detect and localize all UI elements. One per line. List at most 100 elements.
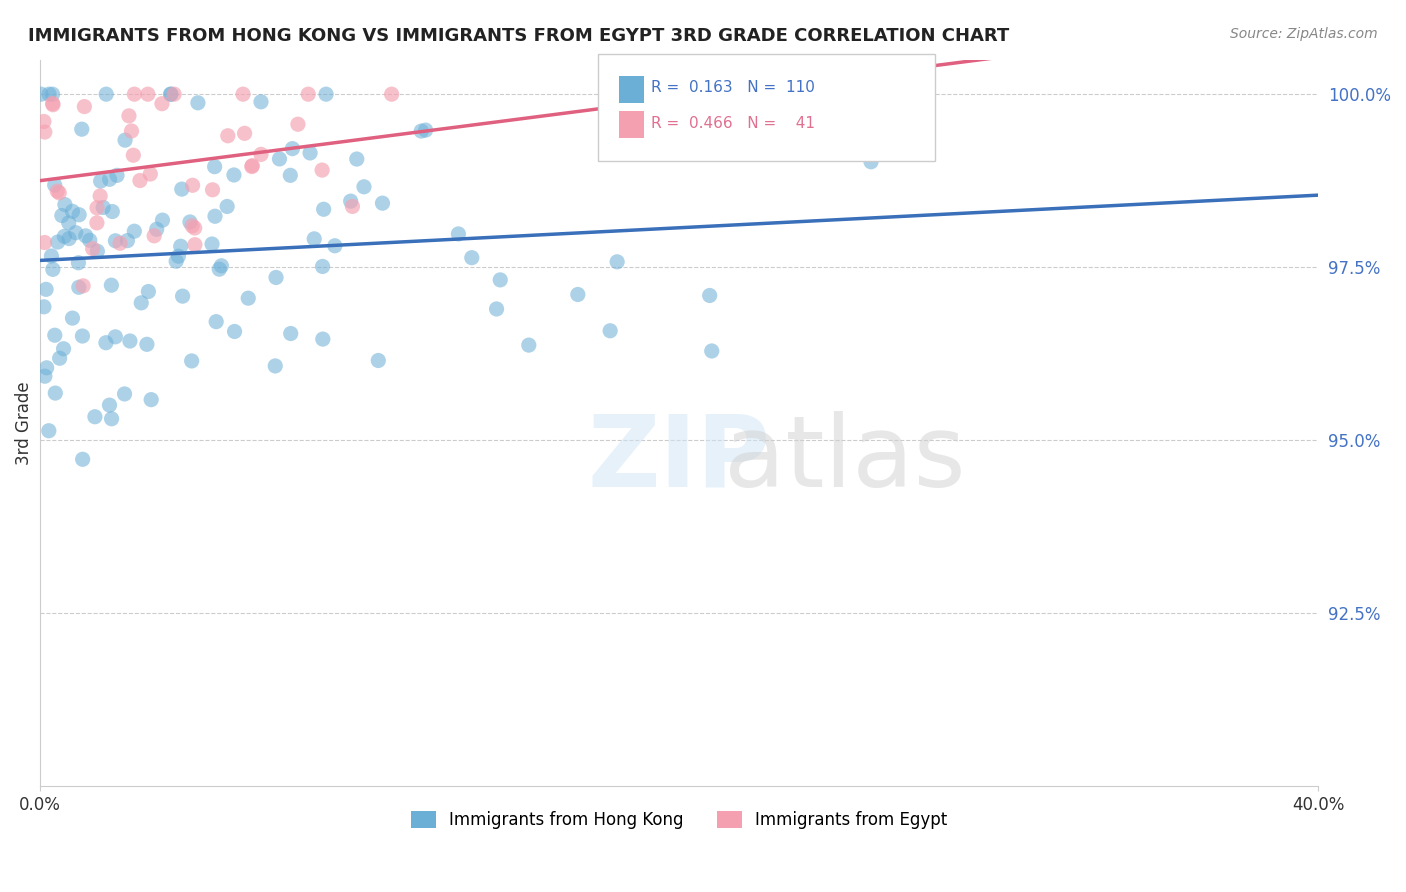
Immigrants from Egypt xyxy=(86,201,108,215)
Immigrants from Hong Kong xyxy=(323,239,346,253)
Immigrants from Hong Kong xyxy=(91,201,114,215)
Text: R =  0.466   N =    41: R = 0.466 N = 41 xyxy=(651,116,815,130)
Immigrants from Hong Kong xyxy=(98,172,121,186)
Immigrants from Hong Kong xyxy=(104,330,127,344)
Immigrants from Hong Kong xyxy=(58,231,80,245)
Immigrants from Egypt xyxy=(118,109,141,123)
Immigrants from Hong Kong xyxy=(238,291,260,305)
Immigrants from Hong Kong xyxy=(145,222,167,236)
Immigrants from Egypt xyxy=(287,117,309,131)
Immigrants from Hong Kong xyxy=(699,288,721,302)
Immigrants from Hong Kong xyxy=(44,328,66,343)
Y-axis label: 3rd Grade: 3rd Grade xyxy=(15,381,32,465)
Immigrants from Hong Kong xyxy=(204,160,226,174)
Immigrants from Hong Kong xyxy=(48,351,70,366)
Immigrants from Hong Kong xyxy=(302,232,325,246)
Immigrants from Egypt xyxy=(42,97,65,112)
Immigrants from Egypt xyxy=(150,96,173,111)
Immigrants from Hong Kong xyxy=(280,326,302,341)
Immigrants from Egypt xyxy=(381,87,404,102)
Immigrants from Hong Kong xyxy=(124,224,146,238)
Immigrants from Egypt xyxy=(297,87,319,102)
Immigrants from Hong Kong xyxy=(371,196,394,211)
Immigrants from Hong Kong xyxy=(138,285,160,299)
Immigrants from Egypt xyxy=(143,228,166,243)
Immigrants from Hong Kong xyxy=(489,273,512,287)
Immigrants from Hong Kong xyxy=(41,249,63,263)
Immigrants from Hong Kong xyxy=(52,342,75,356)
Immigrants from Hong Kong xyxy=(41,87,63,102)
Immigrants from Egypt xyxy=(163,87,186,102)
Immigrants from Hong Kong xyxy=(46,235,69,249)
Immigrants from Hong Kong xyxy=(170,182,193,196)
Immigrants from Hong Kong xyxy=(567,287,589,301)
Immigrants from Hong Kong xyxy=(367,353,389,368)
Immigrants from Hong Kong xyxy=(70,122,93,136)
Immigrants from Hong Kong xyxy=(312,332,335,346)
Immigrants from Hong Kong xyxy=(105,169,128,183)
Immigrants from Egypt xyxy=(342,199,364,213)
Immigrants from Hong Kong xyxy=(180,354,202,368)
Immigrants from Hong Kong xyxy=(53,197,76,211)
Immigrants from Hong Kong xyxy=(170,239,193,253)
Immigrants from Hong Kong xyxy=(38,424,60,438)
Immigrants from Hong Kong xyxy=(315,87,337,102)
Immigrants from Hong Kong xyxy=(172,289,194,303)
Immigrants from Hong Kong xyxy=(269,152,291,166)
Immigrants from Hong Kong xyxy=(224,325,246,339)
Immigrants from Hong Kong xyxy=(208,262,231,277)
Immigrants from Egypt xyxy=(181,219,204,233)
Immigrants from Hong Kong xyxy=(53,229,76,244)
Immigrants from Hong Kong xyxy=(35,360,58,375)
Immigrants from Hong Kong xyxy=(67,208,90,222)
Immigrants from Hong Kong xyxy=(90,174,112,188)
Immigrants from Hong Kong xyxy=(160,87,183,102)
Immigrants from Egypt xyxy=(183,221,205,235)
Immigrants from Hong Kong xyxy=(44,178,66,192)
Immigrants from Hong Kong xyxy=(165,254,187,268)
Immigrants from Hong Kong xyxy=(209,259,232,273)
Text: Source: ZipAtlas.com: Source: ZipAtlas.com xyxy=(1230,27,1378,41)
Immigrants from Hong Kong xyxy=(339,194,361,208)
Immigrants from Egypt xyxy=(136,87,159,102)
Immigrants from Hong Kong xyxy=(94,335,117,350)
Immigrants from Hong Kong xyxy=(599,324,621,338)
Immigrants from Hong Kong xyxy=(32,300,55,314)
Immigrants from Egypt xyxy=(89,189,111,203)
Immigrants from Egypt xyxy=(184,237,207,252)
Immigrants from Hong Kong xyxy=(67,256,90,270)
Immigrants from Hong Kong xyxy=(129,296,152,310)
Immigrants from Hong Kong xyxy=(96,87,118,102)
Immigrants from Egypt xyxy=(34,125,56,139)
Immigrants from Egypt xyxy=(233,126,256,140)
Immigrants from Hong Kong xyxy=(264,359,287,373)
Immigrants from Hong Kong xyxy=(222,168,245,182)
Immigrants from Egypt xyxy=(121,124,143,138)
Immigrants from Hong Kong xyxy=(205,315,228,329)
Immigrants from Hong Kong xyxy=(72,329,94,343)
Text: IMMIGRANTS FROM HONG KONG VS IMMIGRANTS FROM EGYPT 3RD GRADE CORRELATION CHART: IMMIGRANTS FROM HONG KONG VS IMMIGRANTS … xyxy=(28,27,1010,45)
Immigrants from Hong Kong xyxy=(700,343,723,358)
Immigrants from Egypt xyxy=(86,216,108,230)
Immigrants from Hong Kong xyxy=(179,215,201,229)
Immigrants from Egypt xyxy=(619,87,641,102)
Immigrants from Hong Kong xyxy=(167,249,190,263)
Immigrants from Hong Kong xyxy=(411,124,433,138)
Immigrants from Hong Kong xyxy=(264,270,287,285)
Legend: Immigrants from Hong Kong, Immigrants from Egypt: Immigrants from Hong Kong, Immigrants fr… xyxy=(404,804,955,836)
Immigrants from Hong Kong xyxy=(675,87,697,102)
Immigrants from Hong Kong xyxy=(51,209,73,223)
Immigrants from Hong Kong xyxy=(187,95,209,110)
Immigrants from Hong Kong xyxy=(517,338,540,352)
Immigrants from Hong Kong xyxy=(75,228,97,243)
Immigrants from Hong Kong xyxy=(217,199,239,213)
Immigrants from Hong Kong xyxy=(100,278,122,293)
Immigrants from Hong Kong xyxy=(415,123,437,137)
Immigrants from Hong Kong xyxy=(860,154,883,169)
Immigrants from Hong Kong xyxy=(278,169,301,183)
Immigrants from Hong Kong xyxy=(65,226,87,240)
Immigrants from Hong Kong xyxy=(35,282,58,296)
Immigrants from Hong Kong xyxy=(72,452,94,467)
Immigrants from Hong Kong xyxy=(204,209,226,223)
Immigrants from Egypt xyxy=(217,128,239,143)
